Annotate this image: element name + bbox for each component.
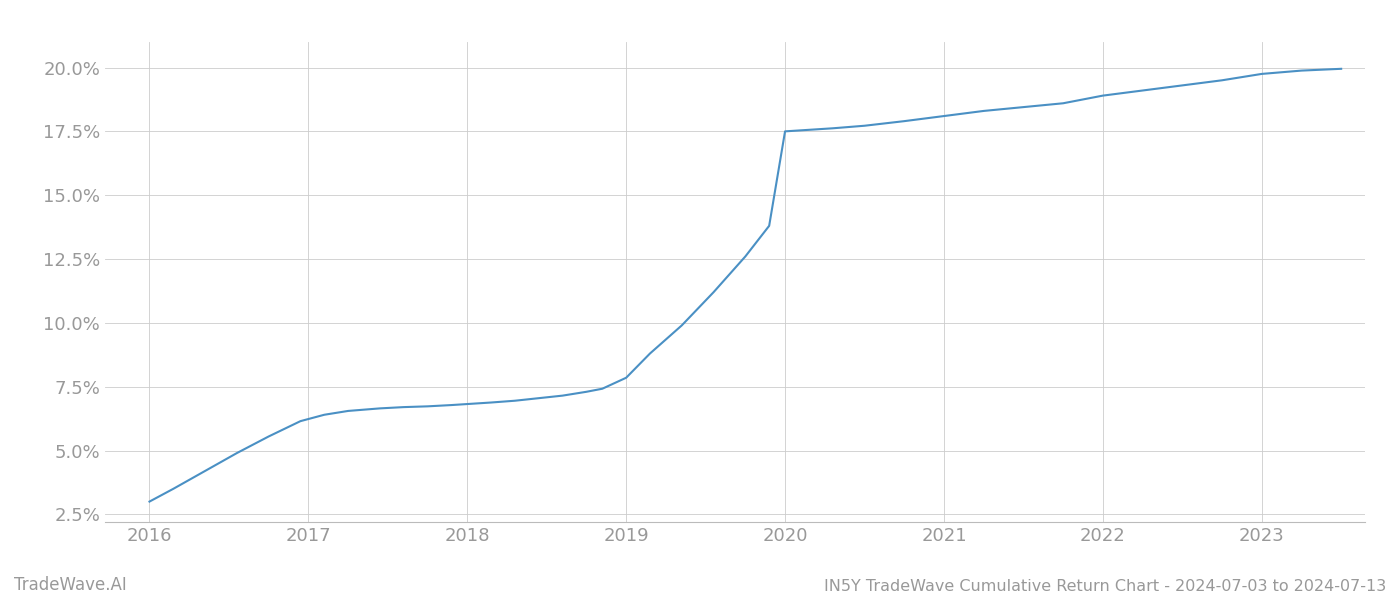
Text: TradeWave.AI: TradeWave.AI [14, 576, 127, 594]
Text: IN5Y TradeWave Cumulative Return Chart - 2024-07-03 to 2024-07-13: IN5Y TradeWave Cumulative Return Chart -… [823, 579, 1386, 594]
